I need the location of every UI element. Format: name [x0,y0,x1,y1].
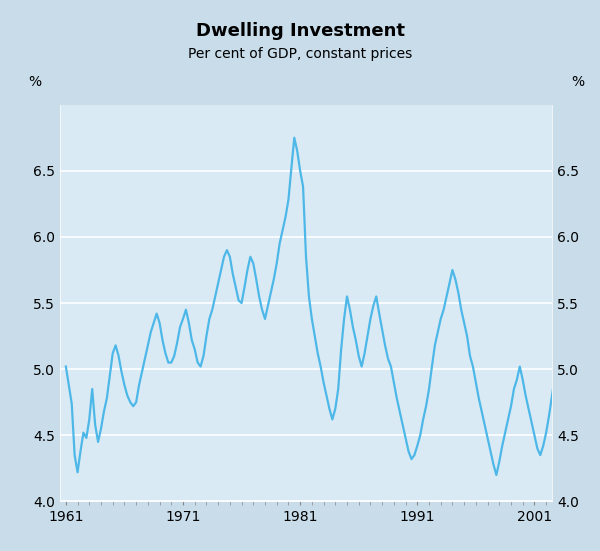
Text: %: % [571,75,584,89]
Text: Dwelling Investment: Dwelling Investment [196,22,404,40]
Text: %: % [28,75,41,89]
Text: Per cent of GDP, constant prices: Per cent of GDP, constant prices [188,47,412,61]
